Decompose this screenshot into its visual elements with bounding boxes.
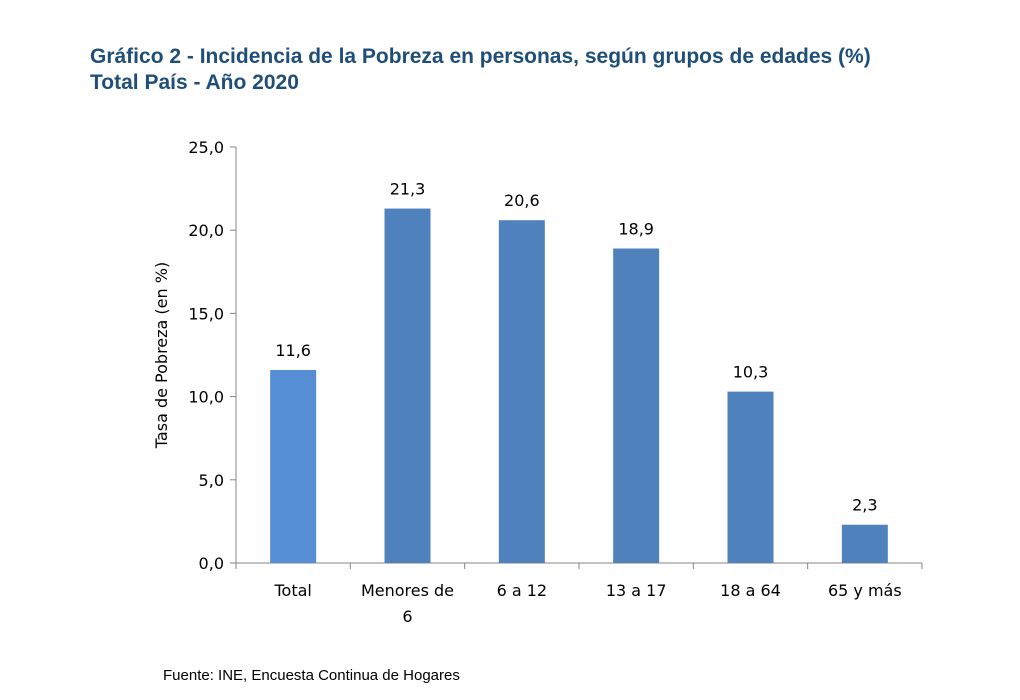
data-label: 18,9	[618, 220, 654, 239]
data-labels: 11,6 21,3 20,6 18,9 10,3 2,3	[275, 180, 877, 515]
category-label: 65 y más	[828, 581, 902, 600]
source-note: Fuente: INE, Encuesta Continua de Hogare…	[163, 667, 460, 684]
bar	[270, 369, 317, 563]
data-label: 11,6	[275, 341, 311, 360]
data-label: 2,3	[852, 496, 877, 515]
category-label: Total	[273, 581, 311, 600]
chart-title-line2: Total País - Año 2020	[90, 71, 299, 94]
category-label: 6 a 12	[497, 581, 548, 600]
data-label: 20,6	[504, 191, 540, 210]
data-label: 21,3	[390, 180, 426, 199]
y-axis: 0,0 5,0 10,0 15,0 20,0 25,0	[188, 138, 237, 573]
y-tick-label: 20,0	[188, 221, 224, 240]
chart-title-line1: Gráfico 2 - Incidencia de la Pobreza en …	[90, 45, 871, 68]
category-labels: Total Menores de 6 6 a 12 13 a 17 18 a 64 65 y…	[273, 581, 901, 626]
bars	[270, 208, 888, 563]
category-label: 18 a 64	[720, 581, 781, 600]
bar	[841, 524, 888, 563]
y-axis-title: Tasa de Pobreza (en %)	[152, 262, 171, 449]
y-tick-label: 0,0	[199, 554, 224, 573]
bar	[727, 391, 774, 563]
bar	[498, 220, 545, 563]
bar	[384, 208, 431, 563]
category-label: 13 a 17	[606, 581, 667, 600]
y-tick-label: 15,0	[188, 304, 224, 323]
chart-title: Gráfico 2 - Incidencia de la Pobreza en …	[90, 44, 871, 96]
category-label: Menores de	[361, 581, 454, 600]
x-axis	[235, 562, 923, 569]
y-tick-label: 25,0	[188, 138, 224, 157]
bar-chart: 0,05,010,015,020,025,0 11,621,320,618,91…	[152, 138, 923, 626]
category-label: 6	[402, 607, 412, 626]
y-tick-label: 10,0	[188, 388, 224, 407]
bar	[613, 248, 660, 563]
data-label: 10,3	[733, 363, 769, 382]
y-tick-label: 5,0	[199, 471, 224, 490]
